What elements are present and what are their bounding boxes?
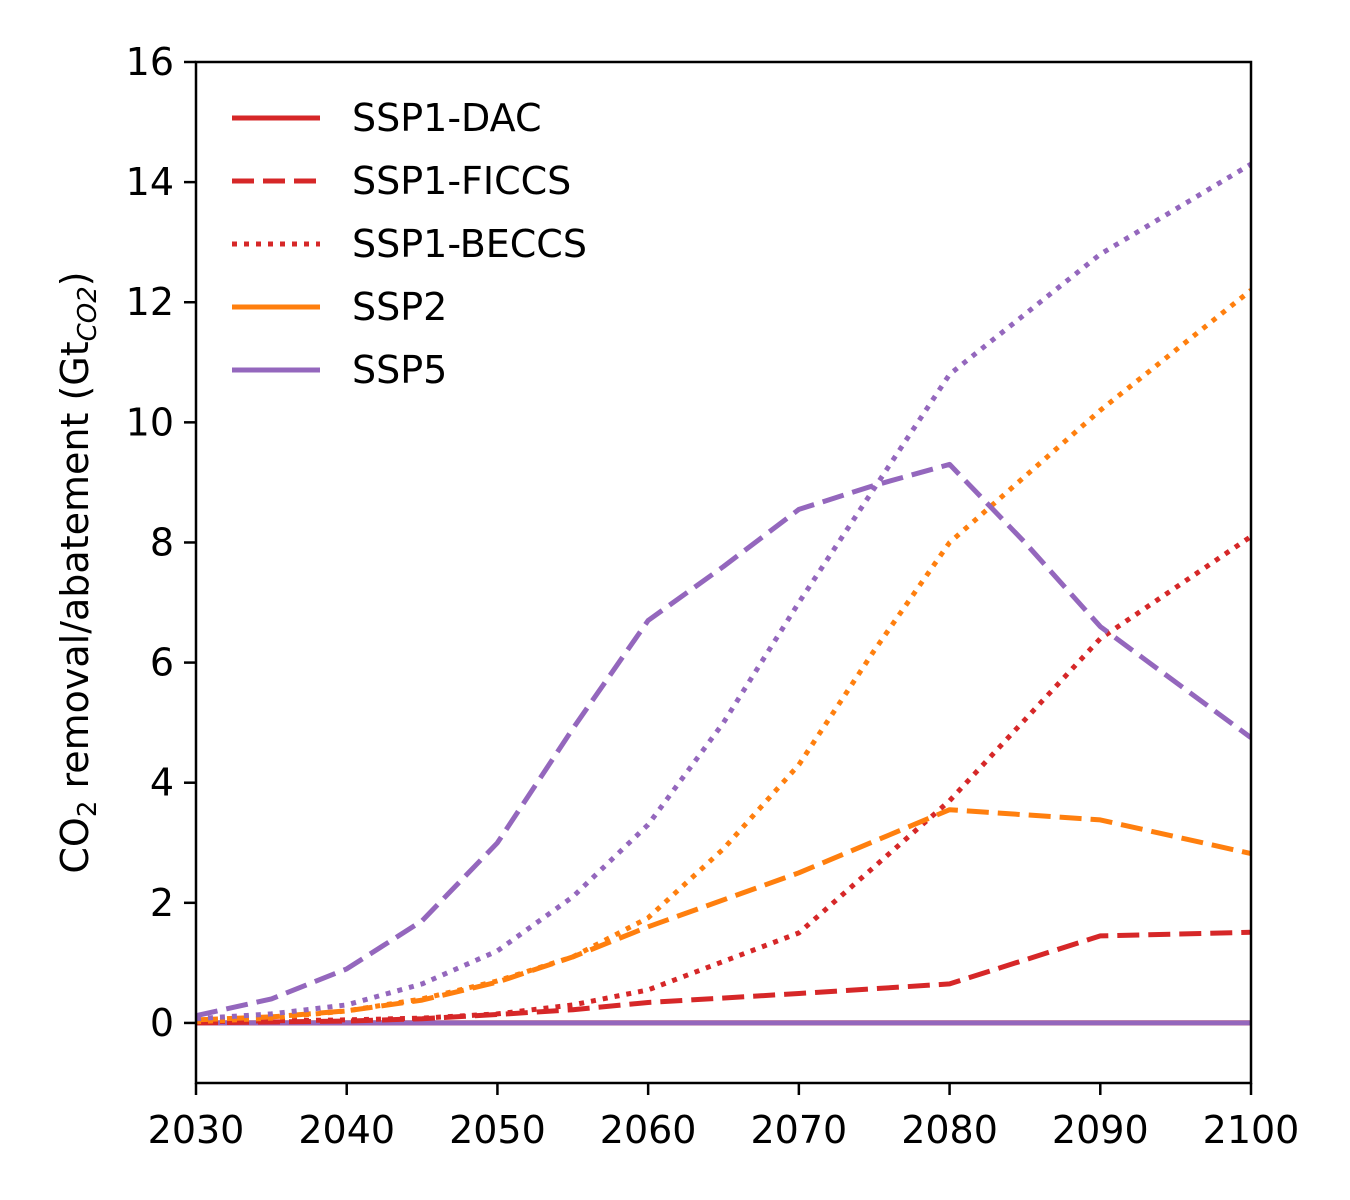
y-tick-label: 4 — [150, 761, 174, 805]
x-tick-label: 2030 — [148, 1108, 245, 1152]
y-tick-label: 12 — [126, 280, 174, 324]
y-tick-label: 16 — [126, 40, 174, 84]
y-axis-title: CO2 removal/abatement (GtCO2) — [53, 271, 103, 873]
x-tick-label: 2040 — [298, 1108, 395, 1152]
series-line-ssp1-beccs — [196, 534, 1251, 1025]
x-tick-label: 2090 — [1052, 1108, 1149, 1152]
legend-entry: SSP1-FICCS — [232, 159, 571, 203]
series-line-ssp2-beccs — [196, 288, 1251, 1025]
y-axis-title-part: ) — [53, 271, 97, 286]
legend-entry: SSP5 — [232, 348, 447, 392]
x-tick-label: 2050 — [449, 1108, 546, 1152]
y-axis-title-part: removal/abatement (Gt — [53, 341, 97, 800]
y-axis-title-part: CO2 — [73, 286, 103, 341]
legend-entry: SSP2 — [232, 285, 447, 329]
legend-label: SSP1-DAC — [352, 96, 542, 140]
x-tick-label: 2080 — [901, 1108, 998, 1152]
legend-label: SSP2 — [352, 285, 447, 329]
y-tick-label: 10 — [126, 400, 174, 444]
legend: SSP1-DAC SSP1-FICCS SSP1-BECCS SSP2 SSP5 — [232, 96, 587, 392]
legend-label: SSP1-FICCS — [352, 159, 571, 203]
x-tick-label: 2060 — [600, 1108, 697, 1152]
plot-frame — [194, 60, 1253, 1085]
y-tick-label: 8 — [150, 520, 174, 564]
y-axis-title-part: 2 — [73, 801, 103, 818]
x-tick-label: 2070 — [750, 1108, 847, 1152]
x-tick-label: 2100 — [1203, 1108, 1300, 1152]
y-tick-label: 6 — [150, 641, 174, 685]
series-layer — [196, 161, 1251, 1026]
y-tick-label: 2 — [150, 881, 174, 925]
series-line-ssp2-ficcs — [196, 807, 1251, 1023]
legend-label: SSP1-BECCS — [352, 222, 587, 266]
series-line-ssp5-ficcs — [196, 461, 1251, 1019]
y-tick-label: 14 — [126, 160, 174, 204]
legend-entry: SSP1-DAC — [232, 96, 542, 140]
x-axis: 2030 2040 2050 2060 2070 2080 2090 2100 — [148, 1083, 1300, 1152]
series-line-ssp1-ficcs — [196, 929, 1251, 1026]
y-tick-label: 0 — [150, 1001, 174, 1045]
legend-label: SSP5 — [352, 348, 447, 392]
series-line-ssp5-beccs — [196, 161, 1251, 1022]
y-axis: 0 2 4 6 8 10 12 14 16 — [126, 40, 196, 1045]
legend-entry: SSP1-BECCS — [232, 222, 587, 266]
y-axis-title-part: CO — [53, 817, 97, 873]
